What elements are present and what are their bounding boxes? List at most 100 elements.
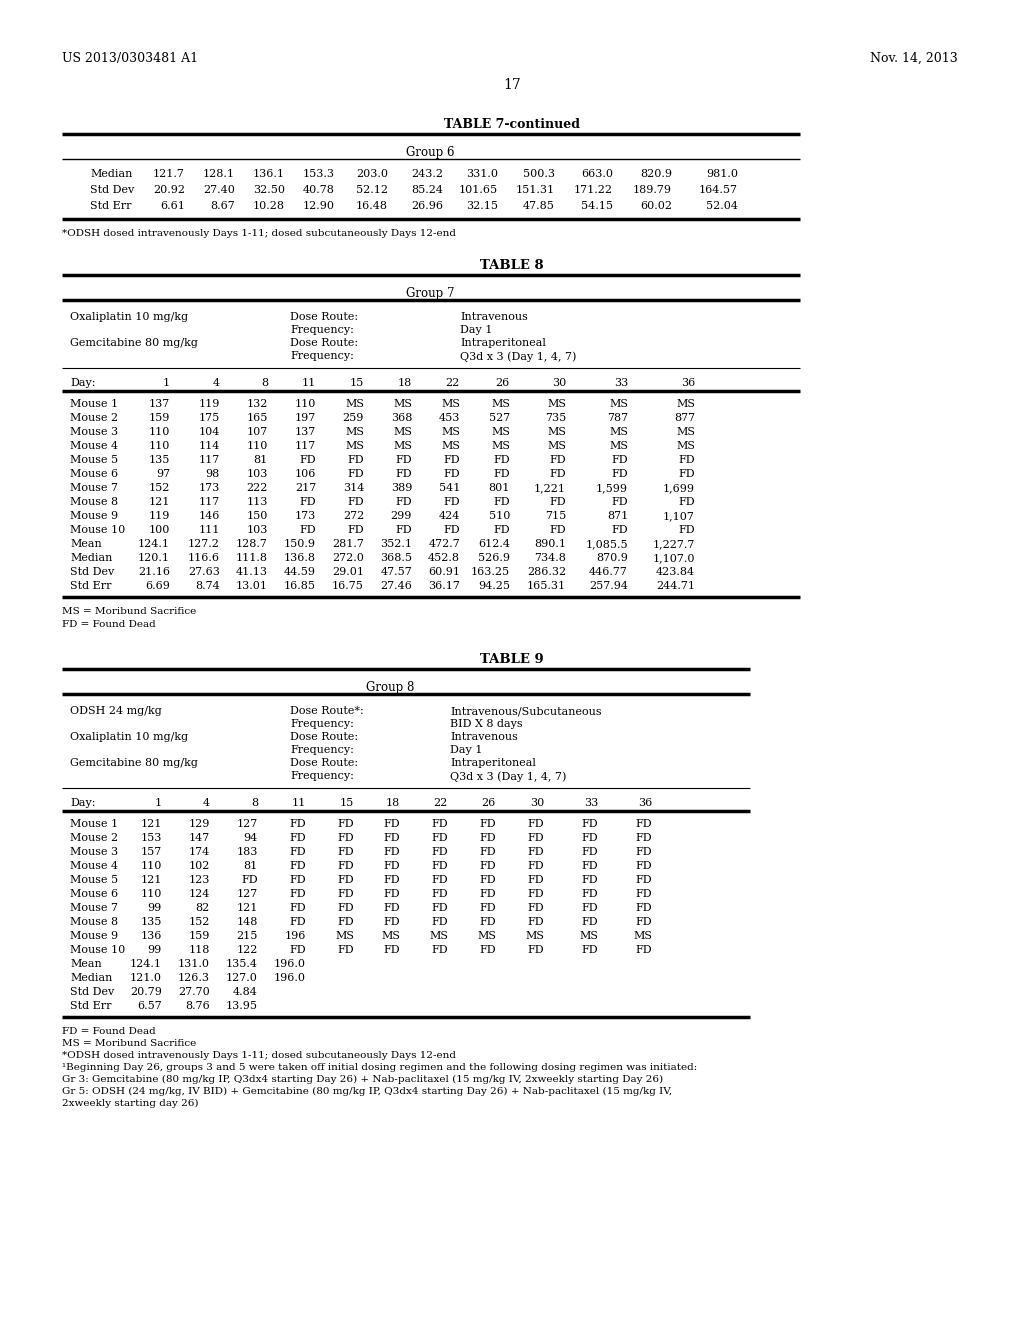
Text: FD: FD: [611, 498, 628, 507]
Text: FD: FD: [479, 888, 496, 899]
Text: 17: 17: [503, 78, 521, 92]
Text: Frequency:: Frequency:: [290, 744, 354, 755]
Text: 16.85: 16.85: [284, 581, 316, 591]
Text: 20.92: 20.92: [153, 185, 185, 195]
Text: FD: FD: [527, 903, 544, 913]
Text: 117: 117: [295, 441, 316, 451]
Text: 215: 215: [237, 931, 258, 941]
Text: FD: FD: [337, 888, 354, 899]
Text: 4.84: 4.84: [233, 987, 258, 997]
Text: FD: FD: [383, 903, 400, 913]
Text: FD: FD: [479, 917, 496, 927]
Text: FD: FD: [337, 945, 354, 954]
Text: 173: 173: [199, 483, 220, 492]
Text: 331.0: 331.0: [466, 169, 498, 180]
Text: FD: FD: [611, 455, 628, 465]
Text: FD: FD: [383, 818, 400, 829]
Text: FD: FD: [383, 833, 400, 843]
Text: FD: FD: [527, 847, 544, 857]
Text: Mouse 3: Mouse 3: [70, 426, 118, 437]
Text: Mouse 1: Mouse 1: [70, 399, 118, 409]
Text: FD: FD: [527, 818, 544, 829]
Text: Frequency:: Frequency:: [290, 719, 354, 729]
Text: 121.7: 121.7: [154, 169, 185, 180]
Text: 1,699: 1,699: [663, 483, 695, 492]
Text: FD: FD: [395, 525, 412, 535]
Text: 110: 110: [140, 888, 162, 899]
Text: Group 8: Group 8: [366, 681, 414, 694]
Text: 877: 877: [674, 413, 695, 422]
Text: 157: 157: [140, 847, 162, 857]
Text: 60.02: 60.02: [640, 201, 672, 211]
Text: 135.4: 135.4: [226, 960, 258, 969]
Text: 52.04: 52.04: [706, 201, 738, 211]
Text: 135: 135: [148, 455, 170, 465]
Text: 26: 26: [496, 378, 510, 388]
Text: 1: 1: [155, 799, 162, 808]
Text: 510: 510: [488, 511, 510, 521]
Text: FD: FD: [443, 455, 460, 465]
Text: 171.22: 171.22: [574, 185, 613, 195]
Text: Median: Median: [70, 973, 113, 983]
Text: FD: FD: [582, 917, 598, 927]
Text: FD: FD: [395, 469, 412, 479]
Text: 8.76: 8.76: [185, 1001, 210, 1011]
Text: MS: MS: [676, 399, 695, 409]
Text: FD: FD: [479, 833, 496, 843]
Text: 423.84: 423.84: [656, 568, 695, 577]
Text: 36: 36: [638, 799, 652, 808]
Text: 541: 541: [438, 483, 460, 492]
Text: FD: FD: [431, 917, 449, 927]
Text: Mouse 10: Mouse 10: [70, 945, 125, 954]
Text: MS = Moribund Sacrifice: MS = Moribund Sacrifice: [62, 607, 197, 616]
Text: 117: 117: [199, 498, 220, 507]
Text: 222: 222: [247, 483, 268, 492]
Text: Mouse 8: Mouse 8: [70, 498, 118, 507]
Text: MS: MS: [609, 399, 628, 409]
Text: FD: FD: [678, 498, 695, 507]
Text: 81: 81: [244, 861, 258, 871]
Text: 203.0: 203.0: [356, 169, 388, 180]
Text: FD: FD: [383, 875, 400, 884]
Text: Group 6: Group 6: [406, 147, 455, 158]
Text: FD: FD: [347, 455, 364, 465]
Text: FD: FD: [635, 861, 652, 871]
Text: Frequency:: Frequency:: [290, 325, 354, 335]
Text: MS: MS: [609, 441, 628, 451]
Text: 389: 389: [390, 483, 412, 492]
Text: Mouse 6: Mouse 6: [70, 888, 118, 899]
Text: FD: FD: [299, 498, 316, 507]
Text: 36: 36: [681, 378, 695, 388]
Text: 15: 15: [350, 378, 364, 388]
Text: FD: FD: [527, 833, 544, 843]
Text: Mouse 8: Mouse 8: [70, 917, 118, 927]
Text: 101.65: 101.65: [459, 185, 498, 195]
Text: FD: FD: [395, 498, 412, 507]
Text: Mouse 7: Mouse 7: [70, 903, 118, 913]
Text: FD: FD: [290, 945, 306, 954]
Text: Oxaliplatin 10 mg/kg: Oxaliplatin 10 mg/kg: [70, 312, 188, 322]
Text: Gr 3: Gemcitabine (80 mg/kg IP, Q3dx4 starting Day 26) + Nab-paclitaxel (15 mg/k: Gr 3: Gemcitabine (80 mg/kg IP, Q3dx4 st…: [62, 1074, 664, 1084]
Text: FD: FD: [290, 875, 306, 884]
Text: MS: MS: [676, 426, 695, 437]
Text: FD: FD: [443, 469, 460, 479]
Text: Day:: Day:: [70, 799, 95, 808]
Text: 120.1: 120.1: [138, 553, 170, 564]
Text: 257.94: 257.94: [589, 581, 628, 591]
Text: 85.24: 85.24: [411, 185, 443, 195]
Text: 127.2: 127.2: [188, 539, 220, 549]
Text: 99: 99: [147, 945, 162, 954]
Text: 111.8: 111.8: [236, 553, 268, 564]
Text: 13.01: 13.01: [236, 581, 268, 591]
Text: 890.1: 890.1: [534, 539, 566, 549]
Text: 136: 136: [140, 931, 162, 941]
Text: 1: 1: [163, 378, 170, 388]
Text: FD: FD: [582, 875, 598, 884]
Text: 197: 197: [295, 413, 316, 422]
Text: FD: FD: [635, 818, 652, 829]
Text: 663.0: 663.0: [581, 169, 613, 180]
Text: 153: 153: [140, 833, 162, 843]
Text: 175: 175: [199, 413, 220, 422]
Text: 116.6: 116.6: [188, 553, 220, 564]
Text: 148: 148: [237, 917, 258, 927]
